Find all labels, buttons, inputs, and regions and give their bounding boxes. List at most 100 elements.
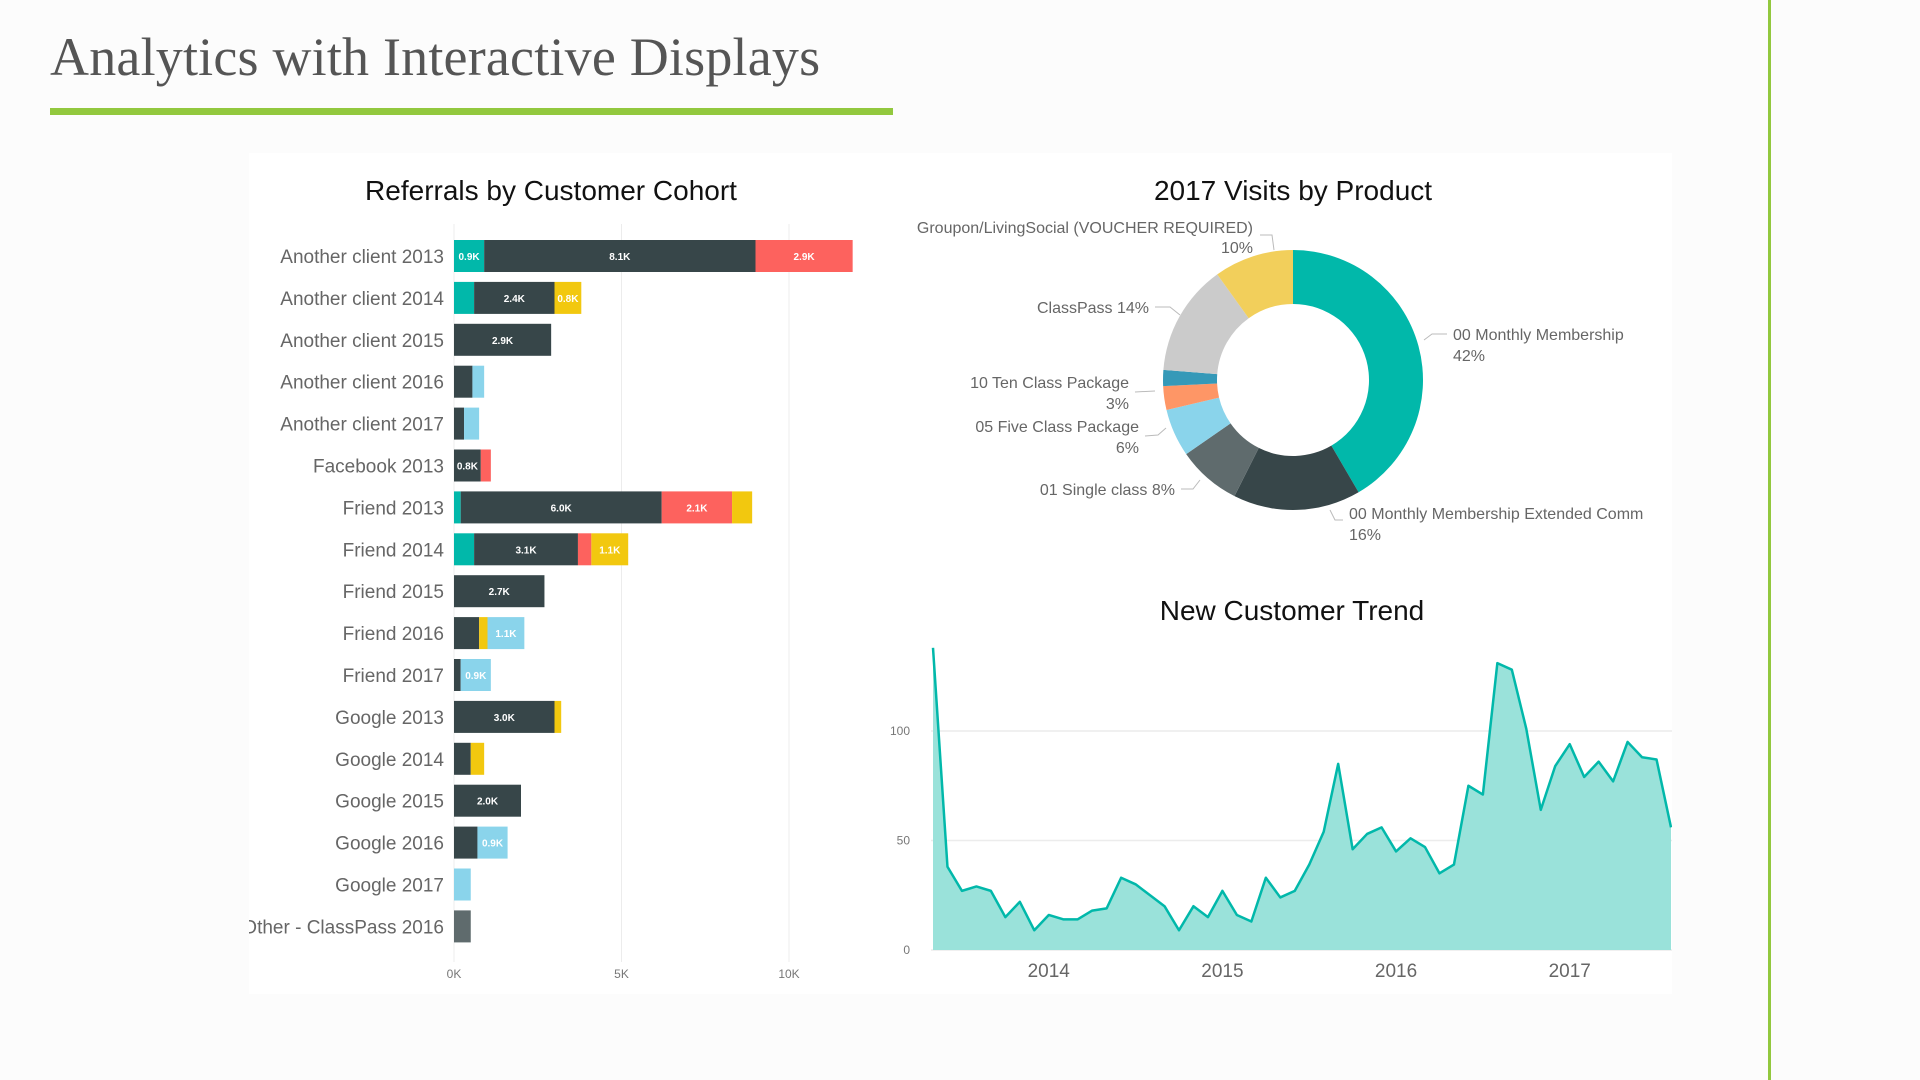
x-tick-label: 2015	[1201, 961, 1243, 982]
dashboard-panel: Referrals by Customer Cohort 0K 5K 10K Anot…	[249, 153, 1672, 994]
bar-segment	[554, 700, 562, 733]
bar-segment	[454, 323, 552, 356]
bar-segment	[487, 617, 525, 650]
bar-segment	[454, 868, 471, 901]
category-label: Google 2013	[335, 708, 444, 729]
slice-percent-label: 10%	[1221, 240, 1253, 257]
page-title: Analytics with Interactive Displays	[50, 27, 821, 87]
y-tick-label: 0	[903, 943, 910, 957]
data-label: 2.0K	[477, 797, 499, 808]
x-tick-label: 0K	[447, 967, 462, 981]
x-tick-label: 2016	[1375, 961, 1417, 982]
donut-slice	[1163, 369, 1218, 387]
bar-segment	[454, 617, 480, 650]
new-customer-trend-chart[interactable]: New Customer Trend 0 50 100 2014 2015 2016 201…	[890, 595, 1672, 982]
donut-slice	[1166, 397, 1231, 455]
data-label: 0.8K	[557, 294, 579, 305]
slice-label: Groupon/LivingSocial (VOUCHER REQUIRED)	[917, 220, 1253, 237]
data-label: 2.4K	[504, 294, 526, 305]
slice-label: 00 Monthly Membership	[1453, 327, 1624, 344]
bar-segment	[460, 491, 662, 524]
category-label: Another client 2016	[280, 373, 444, 394]
bar-segment	[474, 281, 555, 314]
data-label: 0.9K	[465, 671, 487, 682]
bar-segment	[661, 491, 733, 524]
bar-segment	[554, 281, 582, 314]
bar-segment	[470, 742, 485, 775]
category-label: Another client 2014	[280, 289, 444, 310]
bar-segment	[755, 240, 853, 272]
data-label: 2.1K	[686, 503, 708, 514]
data-label: 0.9K	[482, 839, 504, 850]
area-chart-title: New Customer Trend	[1160, 595, 1425, 626]
trend-line	[931, 647, 1672, 932]
data-label: 3.1K	[515, 545, 537, 556]
dashboard-charts: Referrals by Customer Cohort 0K 5K 10K Anot…	[249, 175, 1672, 982]
donut-slice	[1186, 423, 1259, 497]
x-tick-label: 2017	[1549, 961, 1591, 982]
bar-segment	[577, 533, 592, 566]
bar-segment	[454, 659, 461, 691]
x-tick-label: 2014	[1028, 961, 1071, 982]
data-label: 8.1K	[609, 252, 631, 263]
title-underline	[50, 108, 893, 115]
category-label: Friend 2015	[343, 582, 444, 603]
bar-segment	[479, 617, 488, 650]
bar-segment	[454, 910, 471, 943]
leader-line	[1260, 234, 1275, 251]
slice-label: 00 Monthly Membership Extended Comm	[1349, 506, 1643, 523]
bar-segment	[477, 826, 508, 859]
category-label: Friend 2017	[343, 666, 444, 687]
bar-segment	[454, 784, 521, 817]
category-label: Friend 2013	[343, 498, 444, 519]
bar-segment	[454, 407, 465, 440]
category-label: Google 2014	[335, 750, 444, 771]
bar-segment	[480, 449, 491, 482]
referrals-bar-chart[interactable]: Referrals by Customer Cohort 0K 5K 10K Anot…	[249, 175, 853, 981]
bar-segment	[591, 533, 629, 566]
leader-line	[1134, 390, 1156, 393]
leader-line	[1423, 333, 1447, 341]
data-label: 1.1K	[599, 545, 621, 556]
bar-segment	[454, 365, 473, 398]
slice-percent-label: 3%	[1106, 396, 1129, 413]
x-tick-label: 10K	[778, 967, 799, 981]
data-label: 0.8K	[457, 462, 479, 473]
y-tick-label: 50	[897, 834, 911, 848]
bar-segment	[472, 365, 485, 398]
slice-label: ClassPass 14%	[1037, 300, 1149, 317]
slice-label: 10 Ten Class Package	[970, 375, 1129, 392]
slice-label: 05 Five Class Package	[975, 419, 1139, 436]
category-label: Another client 2013	[280, 247, 444, 268]
bar-segment	[454, 449, 481, 482]
bar-segment	[484, 240, 756, 272]
data-label: 1.1K	[495, 629, 517, 640]
x-tick-label: 5K	[614, 967, 629, 981]
category-label: Other - ClassPass 2016	[249, 917, 444, 938]
category-label: Friend 2016	[343, 624, 444, 645]
y-tick-label: 100	[890, 724, 910, 738]
slice-percent-label: 6%	[1116, 440, 1139, 457]
donut-slice	[1234, 445, 1359, 510]
area-fill	[933, 647, 1671, 950]
category-label: Another client 2015	[280, 331, 444, 352]
visits-donut-chart[interactable]: 2017 Visits by Product Groupon/LivingSoc…	[917, 175, 1643, 544]
bar-segment	[464, 407, 480, 440]
side-divider	[1768, 0, 1771, 1080]
bar-segment	[454, 742, 471, 775]
category-label: Facebook 2013	[313, 457, 444, 478]
category-label: Friend 2014	[343, 540, 445, 561]
bar-segment	[454, 575, 545, 608]
category-label: Google 2015	[335, 792, 444, 813]
data-label: 2.7K	[489, 587, 511, 598]
bar-segment	[454, 533, 475, 566]
donut-slice	[1163, 383, 1220, 411]
data-label: 0.9K	[459, 252, 481, 263]
leader-line	[1181, 479, 1201, 490]
donut-chart-title: 2017 Visits by Product	[1154, 175, 1432, 206]
donut-slice	[1293, 250, 1423, 493]
data-label: 2.9K	[492, 336, 514, 347]
slice-percent-label: 16%	[1349, 527, 1381, 544]
category-label: Google 2017	[335, 876, 444, 897]
slice-percent-label: 42%	[1453, 348, 1485, 365]
